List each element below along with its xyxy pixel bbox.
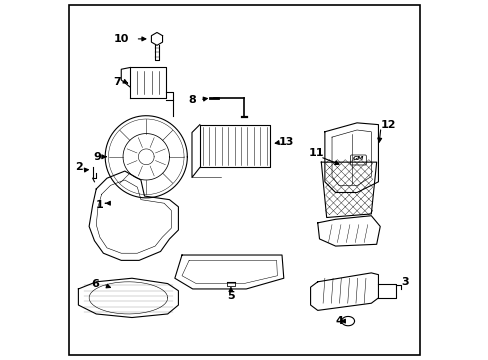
- Text: 13: 13: [278, 138, 294, 148]
- Text: 12: 12: [380, 120, 396, 130]
- Text: 3: 3: [400, 277, 408, 287]
- Text: 4: 4: [335, 316, 343, 326]
- Text: 1: 1: [96, 200, 103, 210]
- Text: 2: 2: [76, 162, 83, 172]
- Text: 11: 11: [307, 148, 323, 158]
- Text: 8: 8: [188, 95, 196, 105]
- Text: 5: 5: [226, 291, 234, 301]
- Text: 10: 10: [113, 34, 129, 44]
- Text: 9: 9: [93, 152, 101, 162]
- Text: 7: 7: [113, 77, 121, 87]
- Text: GM: GM: [352, 156, 363, 161]
- Text: 6: 6: [91, 279, 99, 289]
